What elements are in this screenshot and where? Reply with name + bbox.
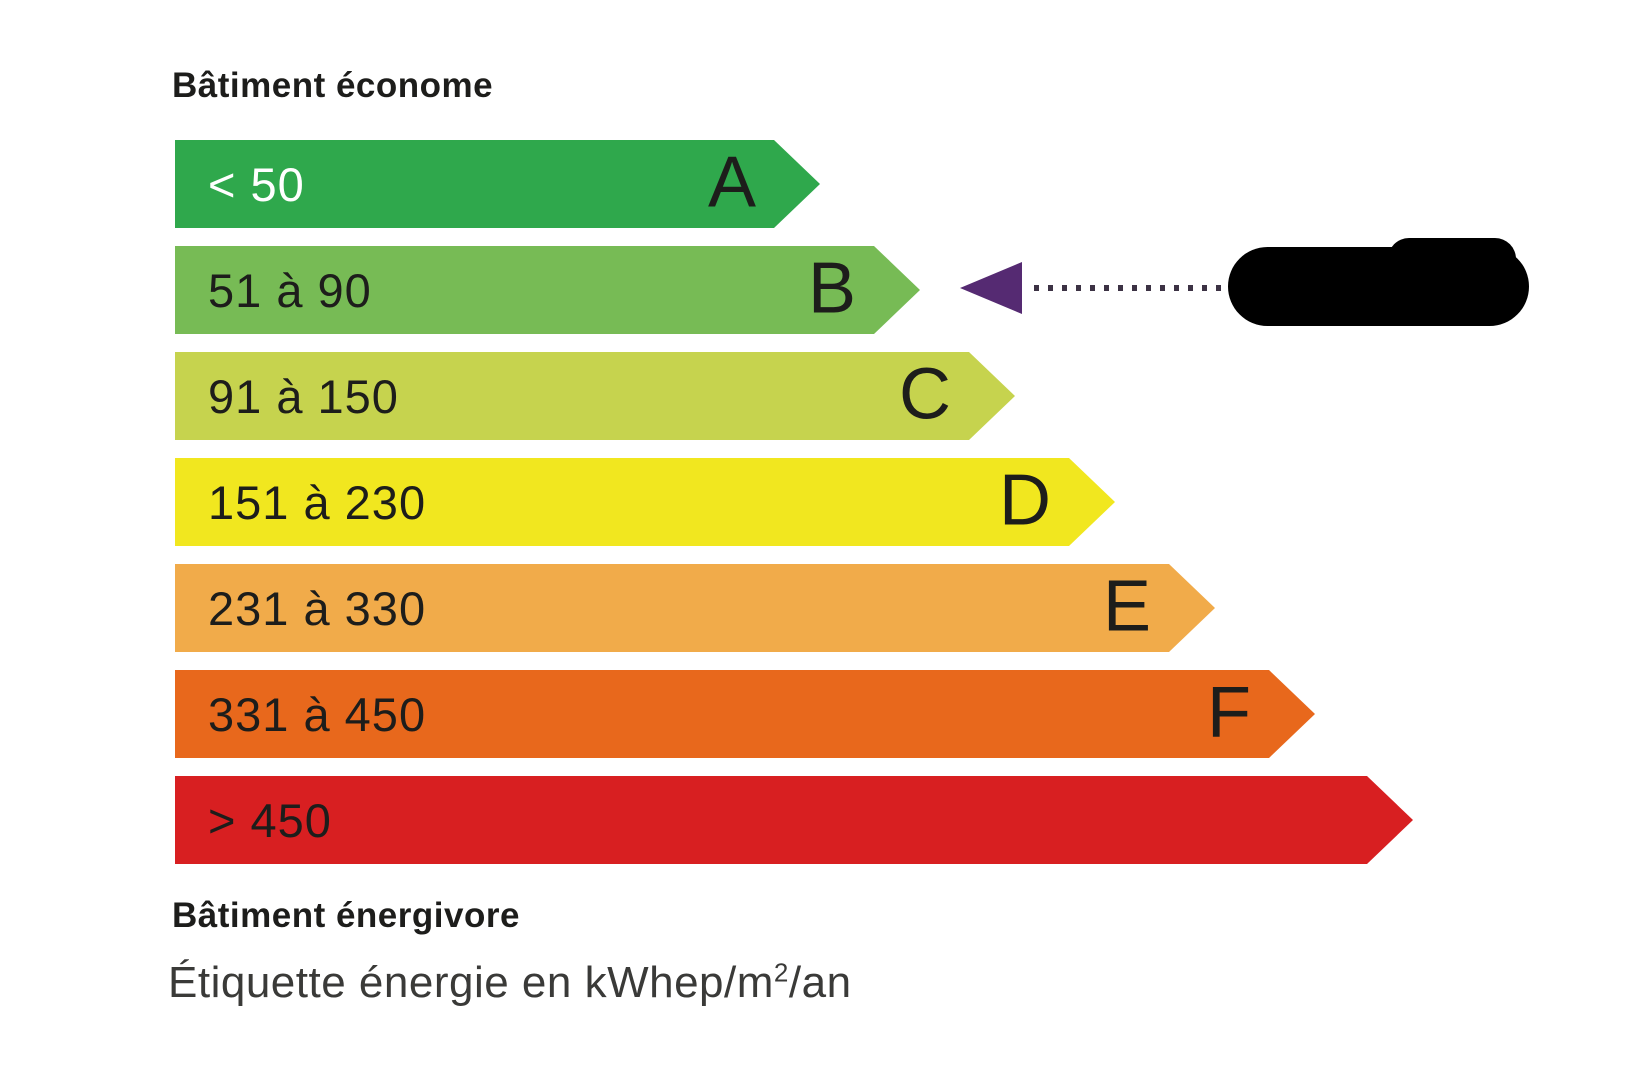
energy-bar-b: 51 à 90 B bbox=[175, 246, 920, 334]
energy-class-letter: F bbox=[1207, 672, 1251, 753]
redacted-value-blob-edge bbox=[1388, 238, 1516, 280]
energy-range-label: 231 à 330 bbox=[208, 582, 427, 635]
energy-range-label: 331 à 450 bbox=[208, 688, 427, 741]
caption-suffix: /an bbox=[788, 958, 852, 1007]
energy-range-label: > 450 bbox=[208, 794, 332, 847]
energy-range-label: 151 à 230 bbox=[208, 476, 427, 529]
energy-bar-d: 151 à 230 D bbox=[175, 458, 1115, 546]
energy-bar-a: < 50 A bbox=[175, 140, 820, 228]
energy-class-letter: C bbox=[899, 354, 951, 435]
energy-range-label: 51 à 90 bbox=[208, 264, 372, 317]
energy-class-letter: D bbox=[999, 460, 1051, 541]
energy-bar-c: 91 à 150 C bbox=[175, 352, 1015, 440]
energy-intensive-building-label: Bâtiment énergivore bbox=[172, 896, 520, 935]
energy-class-letter: A bbox=[707, 142, 756, 223]
energy-bar-e: 231 à 330 E bbox=[175, 564, 1215, 652]
economical-building-label: Bâtiment économe bbox=[172, 66, 494, 105]
energy-bar-g: > 450 bbox=[175, 776, 1413, 864]
rating-arrow-icon bbox=[960, 262, 1022, 314]
energy-class-letter: E bbox=[1102, 566, 1151, 647]
dotted-connector-line bbox=[1034, 285, 1228, 291]
caption-text: Étiquette énergie en kWhep/m bbox=[168, 958, 774, 1007]
caption-superscript: 2 bbox=[773, 957, 789, 988]
energy-class-letter: B bbox=[807, 248, 856, 329]
energy-range-label: < 50 bbox=[208, 158, 305, 211]
energy-range-label: 91 à 150 bbox=[208, 370, 399, 423]
energy-bar-f: 331 à 450 F bbox=[175, 670, 1315, 758]
energy-label-caption: Étiquette énergie en kWhep/m2/an bbox=[168, 958, 852, 1008]
